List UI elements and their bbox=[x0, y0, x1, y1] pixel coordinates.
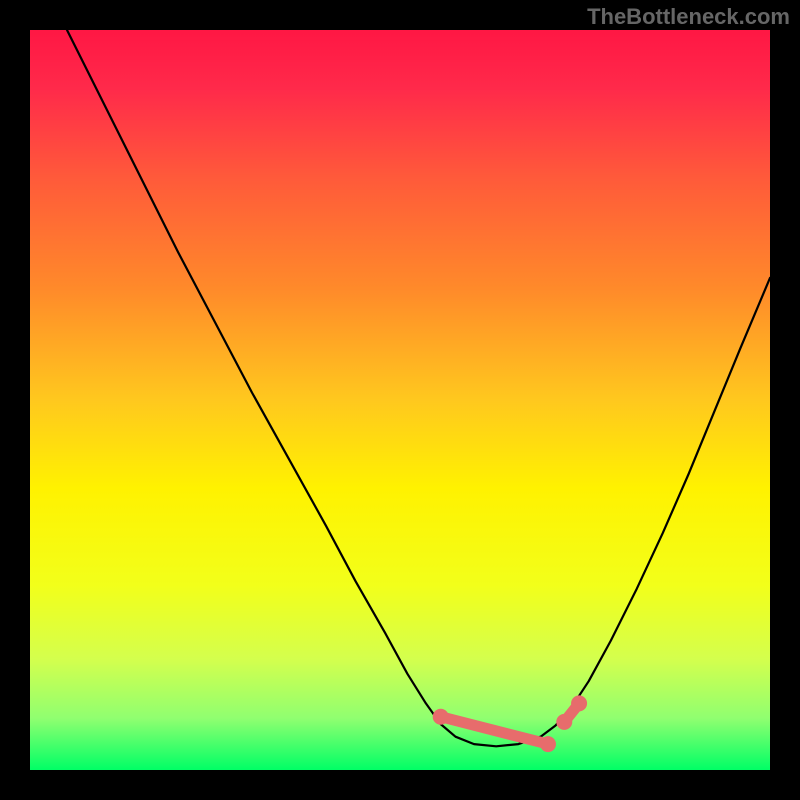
curve-layer bbox=[30, 30, 770, 770]
plot-area bbox=[30, 30, 770, 770]
bottleneck-curve bbox=[67, 30, 770, 746]
watermark-text: TheBottleneck.com bbox=[587, 4, 790, 30]
chart-container: TheBottleneck.com bbox=[0, 0, 800, 800]
highlight-overlay bbox=[433, 695, 587, 752]
